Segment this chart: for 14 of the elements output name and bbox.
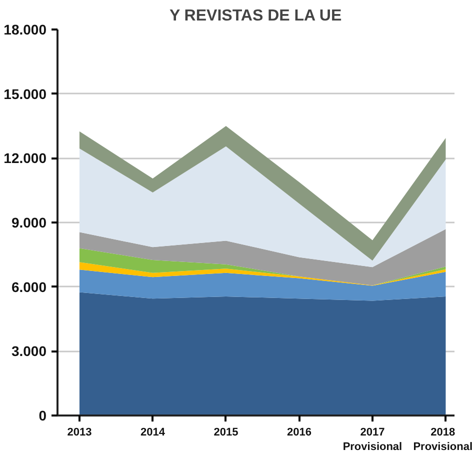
x-tick-label: 2018 Provisional: [413, 426, 472, 453]
y-tick-label: 15.000: [4, 86, 47, 102]
y-tick-label: 3.000: [11, 343, 47, 360]
x-tick-label: 2013: [67, 426, 92, 438]
y-tick-label: 6.000: [11, 278, 47, 295]
y-tick-label: 18.000: [4, 22, 47, 38]
x-tick-label: 2014: [140, 426, 166, 438]
y-tick-label: 0: [38, 408, 47, 424]
x-tick-label: 2015: [214, 426, 238, 438]
y-tick-label: 12.000: [4, 150, 47, 166]
chart-title: Y REVISTAS DE LA UE: [169, 8, 342, 24]
x-tick-label: 2017 Provisional: [342, 426, 402, 453]
x-tick-label: 2016: [286, 426, 312, 438]
y-tick-label: 9.000: [11, 214, 47, 230]
